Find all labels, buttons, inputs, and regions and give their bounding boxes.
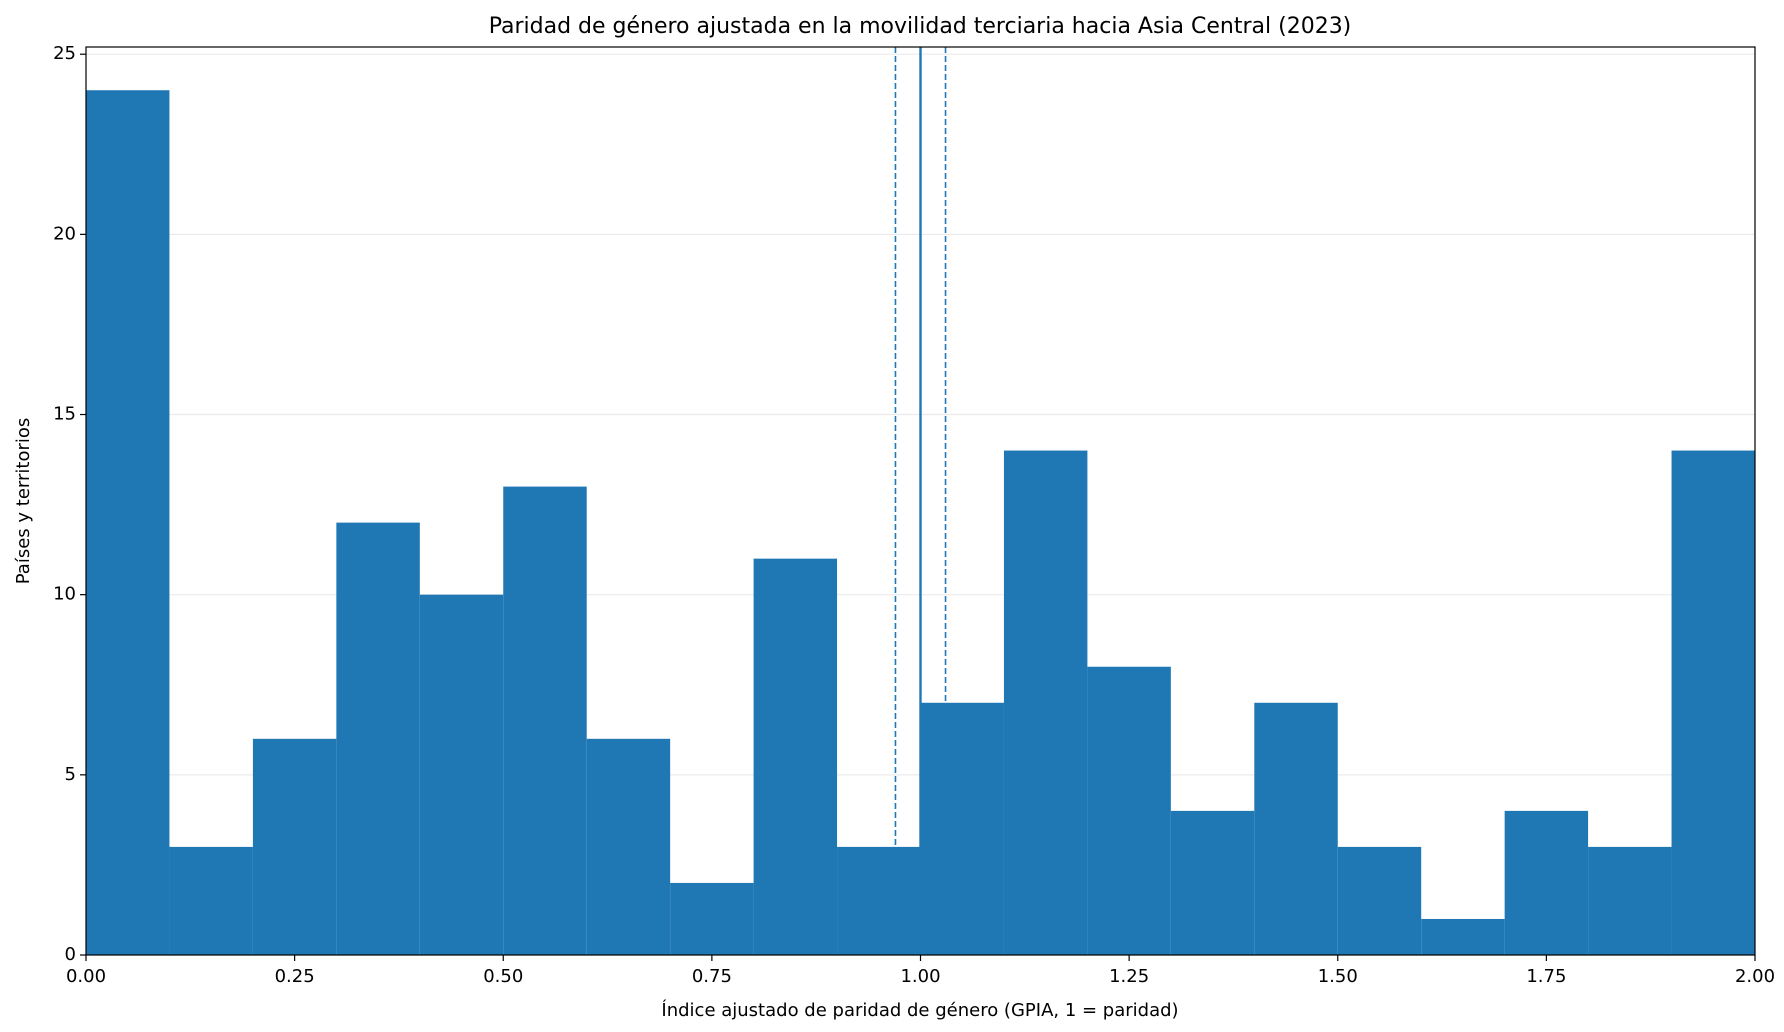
bar bbox=[837, 846, 921, 955]
x-tick-label: 0.50 bbox=[483, 966, 523, 987]
bar bbox=[1003, 450, 1088, 955]
x-tick-label: 1.75 bbox=[1526, 966, 1566, 987]
bar bbox=[1421, 918, 1505, 955]
y-tick-label: 0 bbox=[65, 944, 76, 965]
y-tick-label: 20 bbox=[53, 223, 76, 244]
bar bbox=[336, 522, 420, 955]
bar bbox=[419, 594, 504, 955]
x-tick-label: 0.25 bbox=[275, 966, 315, 987]
y-tick-label: 10 bbox=[53, 584, 76, 605]
bar bbox=[670, 882, 754, 955]
x-tick-label: 1.00 bbox=[900, 966, 940, 987]
y-axis-label: Países y territorios bbox=[13, 418, 34, 584]
y-tick-label: 25 bbox=[53, 43, 76, 64]
bar bbox=[1588, 846, 1672, 955]
bar bbox=[1254, 702, 1338, 955]
x-axis-label: Índice ajustado de paridad de género (GP… bbox=[661, 999, 1178, 1021]
bar bbox=[1504, 810, 1589, 955]
chart-title: Paridad de género ajustada en la movilid… bbox=[489, 14, 1352, 39]
x-tick-label: 1.25 bbox=[1109, 966, 1149, 987]
y-tick-label: 15 bbox=[53, 404, 76, 425]
bar bbox=[86, 90, 170, 955]
x-tick-label: 2.00 bbox=[1735, 966, 1775, 987]
bar bbox=[1671, 450, 1755, 955]
x-tick-label: 0.75 bbox=[692, 966, 732, 987]
x-tick-label: 0.00 bbox=[66, 966, 106, 987]
bar bbox=[753, 558, 838, 955]
bar bbox=[920, 702, 1004, 955]
bar bbox=[1337, 846, 1422, 955]
bar bbox=[1087, 666, 1171, 955]
plot-frame bbox=[85, 46, 1756, 956]
bar bbox=[1170, 810, 1255, 955]
y-tick-label: 5 bbox=[65, 764, 76, 785]
bar bbox=[586, 738, 671, 955]
bar bbox=[503, 486, 587, 955]
bar bbox=[252, 738, 337, 955]
bar bbox=[169, 846, 253, 955]
x-tick-label: 1.50 bbox=[1318, 966, 1358, 987]
